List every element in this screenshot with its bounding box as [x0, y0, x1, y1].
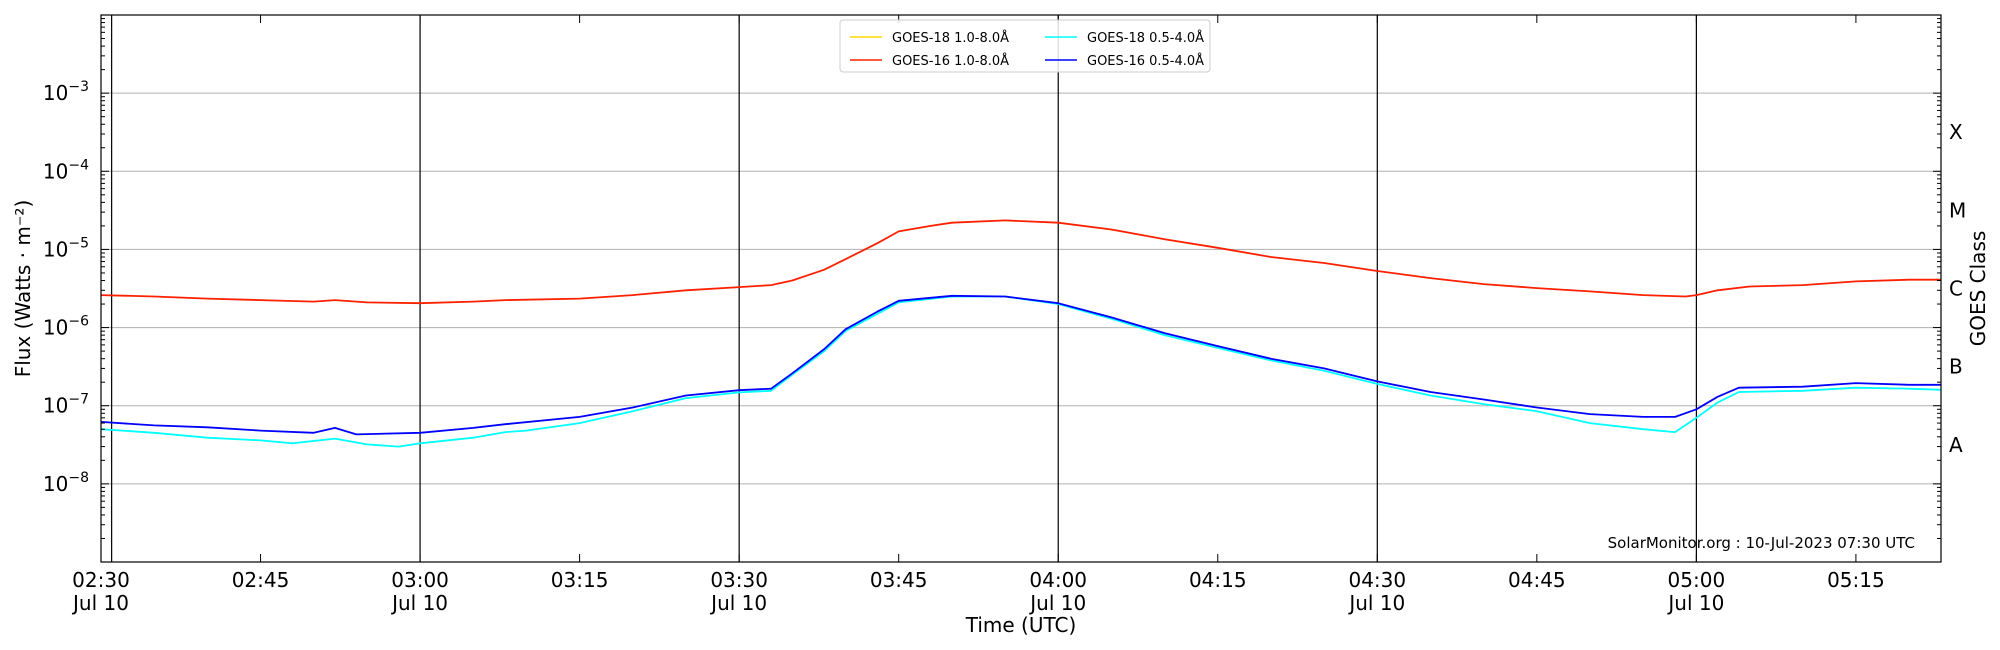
goes-class-label: X	[1949, 120, 1963, 144]
goes-class-label: C	[1949, 277, 1963, 301]
x-tick-sublabel: Jul 10	[1666, 591, 1724, 615]
y-tick-label: 10−6	[43, 314, 89, 340]
legend-entry: GOES-18 0.5-4.0Å	[1087, 30, 1204, 46]
goes-class-label: A	[1949, 433, 1963, 457]
plot-frame	[100, 14, 1942, 563]
x-tick-label: 03:00	[391, 568, 449, 592]
y-tick-label: 10−8	[43, 470, 89, 496]
y-axis-label: Flux (Watts · m⁻²)	[11, 200, 35, 378]
x-tick-label: 04:45	[1508, 568, 1566, 592]
series-line	[100, 295, 1942, 448]
y-tick-label: 10−4	[43, 157, 89, 183]
y-tick-label: 10−7	[43, 392, 89, 418]
data-series	[100, 219, 1942, 448]
vertical-time-markers	[111, 15, 1697, 562]
y-tick-label: 10−5	[43, 235, 89, 261]
x-tick-sublabel: Jul 10	[71, 591, 129, 615]
legend: GOES-18 1.0-8.0Å GOES-16 1.0-8.0Å GOES-18 …	[839, 19, 1211, 73]
x-tick-sublabel: Jul 10	[709, 591, 767, 615]
x-tick-label: 02:45	[232, 568, 290, 592]
x-axis-label: Time (UTC)	[965, 613, 1077, 637]
x-tick-sublabel: Jul 10	[1347, 591, 1405, 615]
x-tick-label: 05:00	[1668, 568, 1726, 592]
grid-lines	[101, 92, 1941, 485]
y-tick-labels: 10−8 10−7 10−6 10−5 10−4 10−3	[43, 79, 89, 496]
y-axis-right-label: GOES Class	[1966, 231, 1990, 347]
x-tick-label: 04:30	[1348, 568, 1406, 592]
x-tick-label: 02:30	[72, 568, 130, 592]
series-line	[100, 219, 1941, 305]
goes-class-labels: A B C M X	[1949, 120, 1966, 457]
goes-class-label: B	[1949, 355, 1963, 379]
axis-ticks	[100, 15, 1941, 563]
series-line	[100, 294, 1941, 436]
goes-class-label: M	[1949, 198, 1966, 222]
legend-entry: GOES-18 1.0-8.0Å	[892, 30, 1009, 46]
x-tick-sublabel: Jul 10	[1028, 591, 1086, 615]
credit-text: SolarMonitor.org : 10-Jul-2023 07:30 UTC	[1608, 534, 1915, 552]
x-tick-label: 05:15	[1827, 568, 1885, 592]
x-tick-label: 04:00	[1029, 568, 1087, 592]
y-tick-label: 10−3	[43, 79, 89, 105]
x-tick-label: 03:45	[870, 568, 928, 592]
legend-entry: GOES-16 0.5-4.0Å	[1087, 53, 1204, 69]
x-tick-sublabel: Jul 10	[390, 591, 448, 615]
legend-entry: GOES-16 1.0-8.0Å	[892, 53, 1009, 69]
legend-box	[839, 19, 1211, 73]
x-tick-label: 04:15	[1189, 568, 1247, 592]
x-tick-label: 03:30	[710, 568, 768, 592]
x-tick-label: 03:15	[551, 568, 609, 592]
